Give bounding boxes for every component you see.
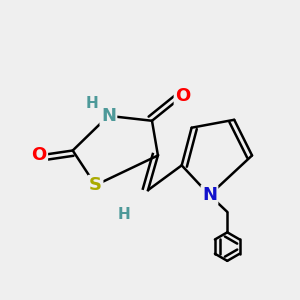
Text: H: H	[118, 207, 130, 222]
Text: N: N	[101, 107, 116, 125]
Text: O: O	[175, 87, 190, 105]
Text: S: S	[89, 176, 102, 194]
Text: O: O	[32, 146, 47, 164]
Text: H: H	[86, 96, 98, 111]
Text: N: N	[202, 186, 217, 204]
